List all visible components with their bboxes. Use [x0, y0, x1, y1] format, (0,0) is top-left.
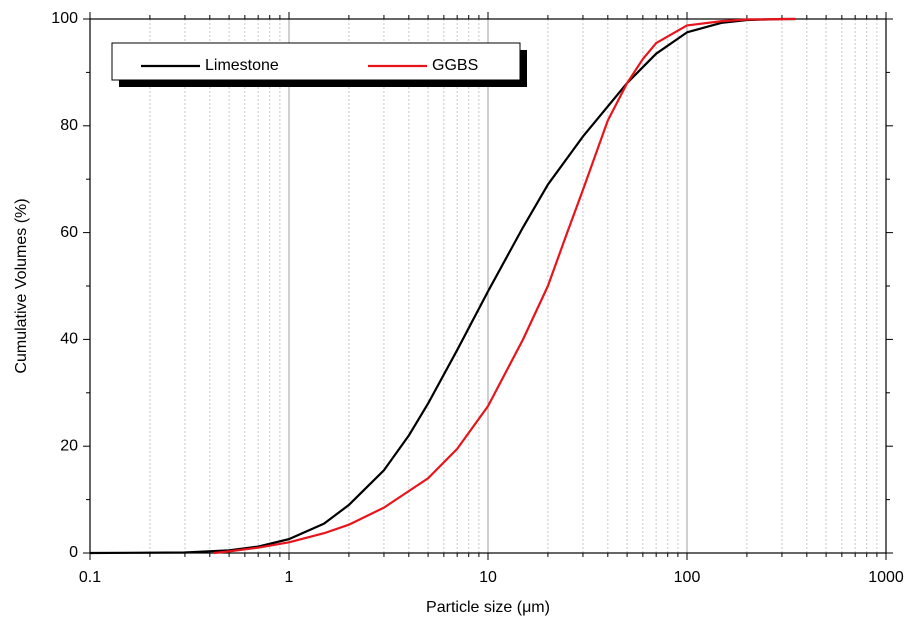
- y-axis-title: Cumulative Volumes (%): [13, 198, 30, 373]
- x-tick-label: 1000: [868, 569, 904, 586]
- y-tick-label: 0: [69, 544, 78, 561]
- y-tick-label: 20: [60, 437, 78, 454]
- x-tick-label: 1: [285, 569, 294, 586]
- x-axis-title: Particle size (μm): [426, 599, 550, 616]
- y-tick-label: 80: [60, 117, 78, 134]
- series-line: [89, 17, 796, 555]
- y-tick-label: 60: [60, 224, 78, 241]
- series-line: [213, 17, 796, 555]
- x-tick-label: 0.1: [79, 569, 101, 586]
- legend-box: [111, 42, 521, 81]
- y-tick-label: 100: [51, 10, 78, 27]
- x-tick-label: 100: [674, 569, 701, 586]
- y-tick-label: 40: [60, 331, 78, 348]
- legend-label: Limestone: [205, 57, 279, 74]
- plot-frame: [89, 18, 887, 554]
- x-tick-label: 10: [479, 569, 497, 586]
- legend-label: GGBS: [432, 57, 478, 74]
